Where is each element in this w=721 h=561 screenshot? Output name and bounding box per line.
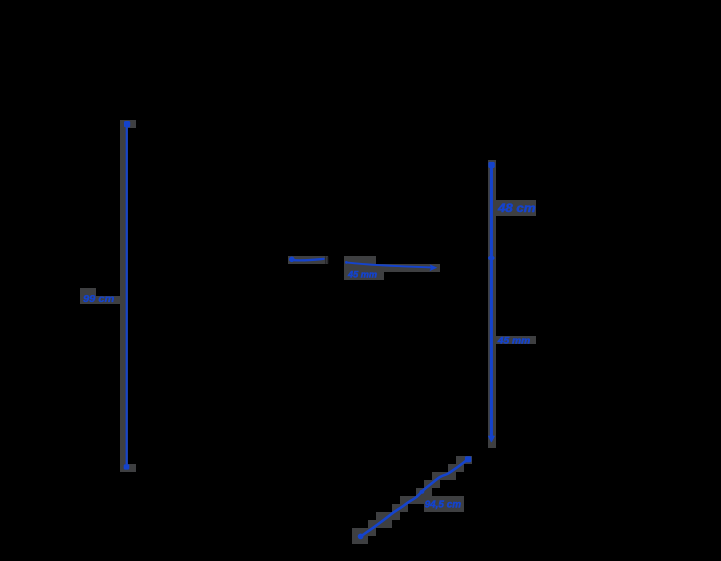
svg-text:94,5 cm: 94,5 cm <box>425 499 462 510</box>
svg-text:99 cm: 99 cm <box>83 294 114 305</box>
svg-text:48 cm: 48 cm <box>497 203 536 215</box>
svg-text:45 mm: 45 mm <box>347 269 377 279</box>
svg-text:45 mm: 45 mm <box>497 335 531 345</box>
